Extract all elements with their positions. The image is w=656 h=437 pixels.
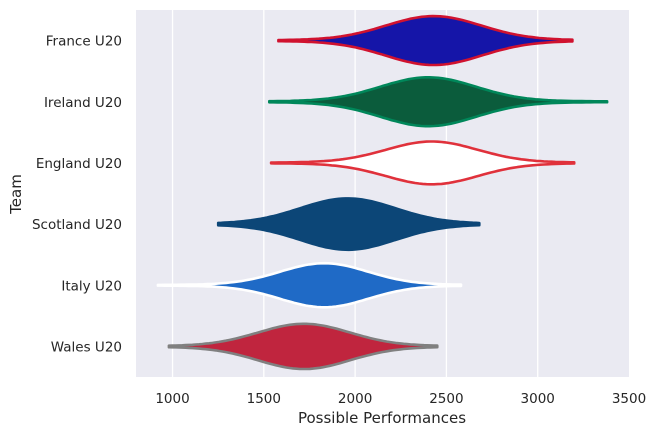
violin-wales-u20	[167, 322, 439, 371]
x-tick-3000: 3000	[521, 391, 555, 407]
violins	[156, 14, 609, 371]
y-axis-label: Team	[7, 174, 25, 215]
x-tick-2000: 2000	[338, 391, 372, 407]
x-tick-3500: 3500	[612, 391, 646, 407]
y-tick-2: England U20	[36, 156, 122, 172]
x-tick-1500: 1500	[247, 391, 281, 407]
violin-italy-u20	[156, 261, 463, 309]
violin-england-u20	[269, 140, 576, 186]
x-tick-2500: 2500	[429, 391, 463, 407]
y-tick-0: France U20	[46, 34, 122, 50]
y-tick-1: Ireland U20	[44, 95, 122, 111]
y-tick-5: Wales U20	[51, 339, 122, 355]
x-tick-labels: 1000 1500 2000 2500 3000 3500	[155, 391, 646, 407]
violin-ireland-u20	[268, 76, 609, 128]
y-tick-3: Scotland U20	[32, 217, 122, 233]
gridlines	[171, 10, 539, 377]
y-tick-labels: France U20 Ireland U20 England U20 Scotland…	[32, 34, 122, 356]
plot-background	[136, 10, 629, 377]
violin-scotland-u20	[216, 197, 481, 252]
y-tick-4: Italy U20	[61, 278, 122, 294]
x-axis-label: Possible Performances	[298, 409, 466, 427]
x-tick-1000: 1000	[155, 391, 189, 407]
violin-france-u20	[277, 14, 574, 67]
